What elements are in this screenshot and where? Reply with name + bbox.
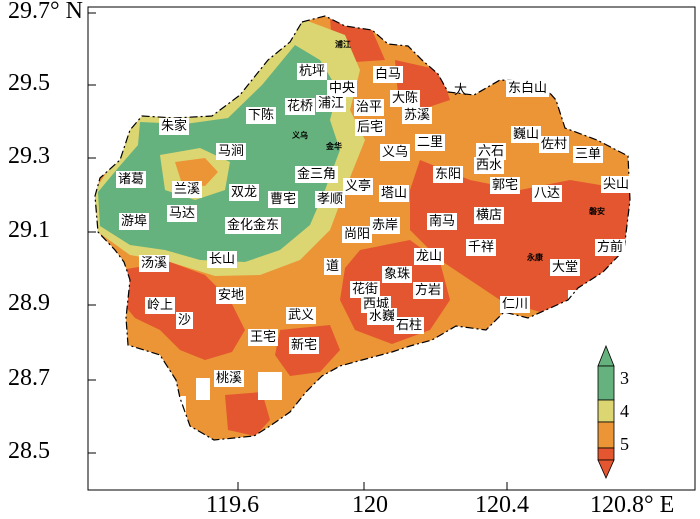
city-label: 磐安 — [589, 207, 605, 216]
legend-swatch-level-6 — [597, 459, 615, 479]
place-label: 曹宅 — [268, 191, 299, 208]
nodata-patch — [568, 290, 582, 310]
place-label: 沙 — [176, 312, 194, 329]
place-label: 花街 — [350, 281, 381, 298]
place-label: 岭上 — [145, 297, 176, 314]
x-tick-label: 120.4 — [475, 492, 529, 518]
legend-label: 4 — [620, 401, 629, 421]
place-label: 义乌 — [380, 144, 411, 161]
place-label: 诸葛 — [116, 171, 147, 188]
place-label: 杭坪 — [297, 63, 328, 80]
place-label: 孝顺 — [315, 191, 346, 208]
place-label: 苏溪 — [402, 107, 433, 124]
place-label: 石柱 — [394, 317, 425, 334]
place-label: 佐村 — [539, 136, 570, 153]
legend-label: 3 — [620, 368, 629, 388]
legend-swatch-level-5 — [597, 421, 615, 449]
city-label: 金华 — [326, 142, 342, 151]
place-label: 兰溪 — [172, 181, 203, 198]
place-label: 马涧 — [216, 143, 247, 160]
place-label: 龙山 — [414, 248, 445, 265]
place-label: 道 — [324, 258, 342, 275]
place-label: 西水 — [474, 157, 505, 174]
place-label: 象珠 — [382, 266, 413, 283]
place-label: 方前 — [595, 239, 626, 256]
place-label: 郭宅 — [490, 177, 521, 194]
place-label: 安地 — [216, 287, 247, 304]
nodata-patch — [196, 378, 210, 400]
place-label: 马达 — [167, 205, 198, 222]
place-label: 武义 — [286, 307, 317, 324]
place-label: 方岩 — [413, 282, 444, 299]
place-label: 千祥 — [466, 239, 497, 256]
place-label: 长山 — [207, 251, 238, 268]
place-label: 下陈 — [246, 107, 277, 124]
place-label: 朱家 — [159, 118, 190, 135]
place-label: 横店 — [474, 207, 505, 224]
zone-level-6-west — [120, 262, 245, 360]
city-label: 义乌 — [292, 131, 308, 140]
place-label: 白马 — [373, 66, 404, 83]
place-label: 义亭 — [343, 178, 374, 195]
place-label: 金化金东 — [225, 217, 282, 234]
zone-level-5-island — [175, 158, 218, 186]
place-label: 塔山 — [379, 185, 410, 202]
legend-swatch-level-4 — [597, 399, 615, 423]
y-tick-label: 28.9 — [8, 290, 50, 316]
city-label: 永康 — [527, 253, 543, 262]
legend-swatch-level-6 — [597, 447, 615, 461]
place-label: 南马 — [427, 213, 458, 230]
place-label: 赤岸 — [370, 217, 401, 234]
place-label: 游埠 — [119, 213, 150, 230]
place-label: 二里 — [415, 134, 446, 151]
place-label: 水巍 — [367, 308, 398, 325]
legend-label: 5 — [620, 434, 629, 454]
x-tick-label: 119.6 — [206, 492, 260, 518]
place-label: 大陈 — [390, 90, 421, 107]
y-tick-label: 29.3 — [8, 143, 50, 169]
y-tick-label: 29.7° N — [8, 0, 83, 24]
place-label: 王宅 — [248, 329, 279, 346]
region-boundary — [94, 15, 631, 441]
tick-marks — [88, 12, 508, 490]
place-label: 浦江 — [316, 95, 347, 112]
place-label: 三单 — [573, 146, 604, 163]
place-label: 巍山 — [511, 126, 542, 143]
legend-swatch-level-3 — [597, 365, 615, 401]
place-label: 后宅 — [355, 119, 386, 136]
place-label: 尖山 — [601, 176, 632, 193]
place-label: 大堂 — [550, 259, 581, 276]
y-tick-label: 28.5 — [8, 438, 50, 464]
legend-swatch-level-3 — [597, 344, 615, 367]
map-frame — [87, 6, 696, 491]
place-label: 中央 — [327, 80, 358, 97]
place-label: 双龙 — [229, 184, 260, 201]
legend-colorbar — [597, 344, 615, 479]
place-label: 六石 — [476, 143, 507, 160]
y-tick-label: 28.7 — [8, 365, 50, 391]
place-label: 仁川 — [500, 296, 531, 313]
y-tick-label: 29.5 — [8, 70, 50, 96]
zone-level-6-taoxi — [225, 392, 270, 436]
place-label: 花桥 — [285, 98, 316, 115]
place-label: 尚阳 — [342, 226, 373, 243]
x-tick-label: 120 — [352, 492, 388, 518]
place-label: 新宅 — [289, 337, 320, 354]
x-tick-label: 120.8° E — [590, 492, 675, 518]
place-label: 八达 — [532, 185, 563, 202]
place-label: 东白山 — [506, 80, 550, 97]
place-label: 金三角 — [295, 166, 339, 183]
city-label: 浦江 — [335, 40, 351, 49]
place-label: 治平 — [354, 99, 385, 116]
place-label: 大 — [454, 83, 468, 98]
place-label: 汤溪 — [139, 255, 170, 272]
place-label: 桃溪 — [214, 370, 245, 387]
nodata-patch — [258, 372, 282, 400]
place-label: 东阳 — [433, 166, 464, 183]
y-tick-label: 29.1 — [8, 217, 50, 243]
